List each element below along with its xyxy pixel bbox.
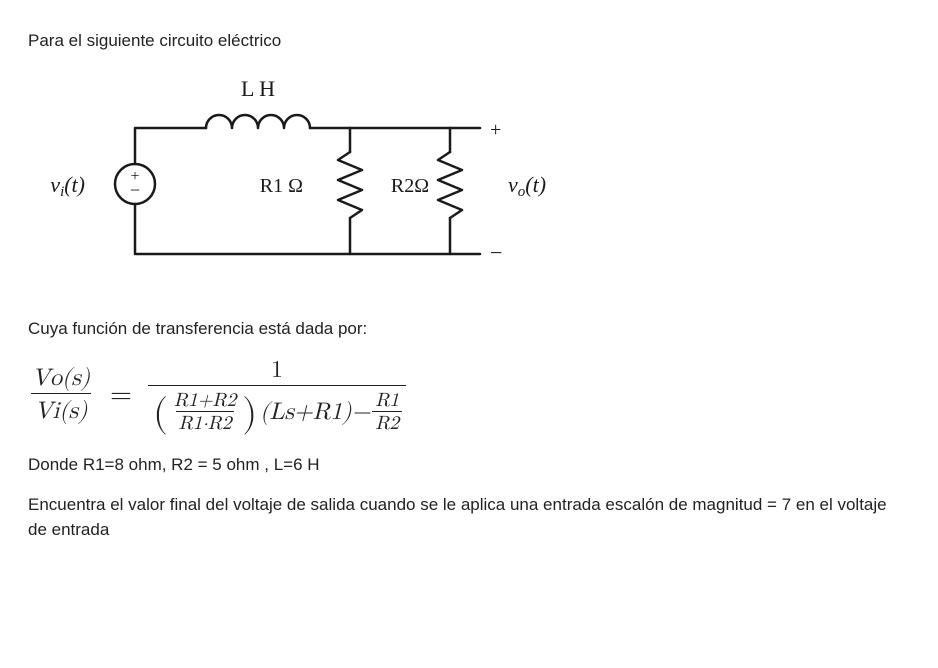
tf-lhs-numerator: Vo(s) [28,363,94,393]
tf-rhs-mid: (Ls+R1)− [260,397,370,427]
tf-rhs-numerator: 1 [267,355,287,385]
question-paragraph: Encuentra el valor final del voltaje de … [28,492,910,543]
r1-label: R1 Ω [260,175,303,197]
tf-rhs-frac1-num: R1+R2 [171,390,239,411]
r2-label: R2Ω [391,175,429,197]
resistor-r1-icon [338,152,362,218]
wire-bottom-rail [135,204,480,254]
equals-sign: = [110,374,132,416]
tf-lhs-fraction: Vo(s) Vi(s) [28,363,94,426]
tf-lhs-denominator: Vi(s) [31,393,92,426]
intro-paragraph: Para el siguiente circuito eléctrico [28,28,910,54]
tf-rhs-frac2-num: R1 [372,390,402,411]
vo-plus-icon: + [490,119,501,141]
source-minus-icon: − [130,180,140,200]
source-label: vi(t) [50,172,85,200]
tf-rhs-frac1: R1+R2 R1·R2 [171,390,239,434]
tf-rhs-denominator: ( R1+R2 R1·R2 ) (Ls+R1)− R1 R2 [148,385,406,434]
wire-top-left [135,128,206,164]
tf-intro-paragraph: Cuya función de transferencia está dada … [28,316,910,342]
vo-label: vo(t) [508,172,546,200]
tf-rhs-frac1-den: R1·R2 [176,411,235,434]
circuit-svg: L H vi(t) + − R1 Ω R2Ω + − vo(t) [40,64,570,294]
tf-rhs-frac2: R1 R2 [372,390,402,434]
values-paragraph: Donde R1=8 ohm, R2 = 5 ohm , L=6 H [28,452,910,478]
inductor-icon [206,115,310,128]
circuit-diagram: L H vi(t) + − R1 Ω R2Ω + − vo(t) [28,64,910,294]
resistor-r2-icon [438,152,462,218]
inductor-label: L H [241,76,275,101]
vo-minus-icon: − [490,240,502,265]
tf-rhs-frac2-den: R2 [372,411,402,434]
tf-rhs-fraction: 1 ( R1+R2 R1·R2 ) (Ls+R1)− R1 R2 [148,355,406,434]
transfer-function-equation: Vo(s) Vi(s) = 1 ( R1+R2 R1·R2 ) (Ls+R1)−… [28,355,910,434]
